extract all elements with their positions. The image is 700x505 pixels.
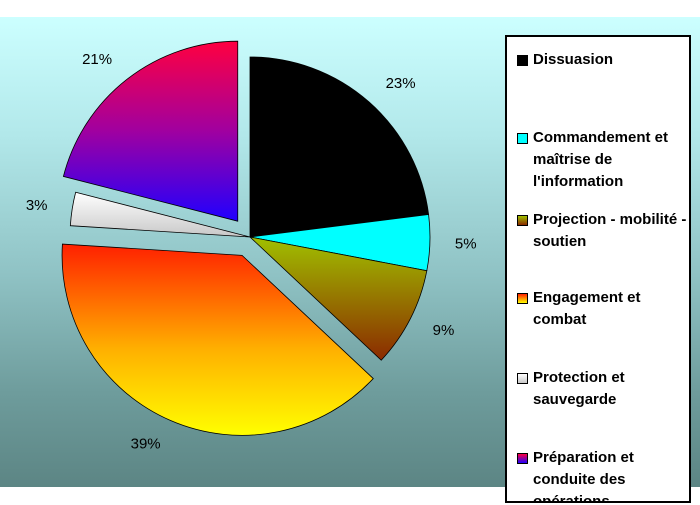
pie-slice-label-dissuasion: 23%	[386, 75, 416, 92]
pie-slice-label-protection-et-sauvegarde: 3%	[26, 197, 48, 214]
pie-slice-engagement-et-combat	[61, 243, 374, 436]
legend-label: Engagement et combat	[533, 289, 641, 328]
pie-slice-label-commandement-et-maitrise-de-l-information: 5%	[455, 235, 477, 252]
legend-swatch	[517, 373, 528, 384]
legend-label: Préparation et conduite des opérations	[533, 449, 634, 503]
legend-label: Protection et sauvegarde	[533, 369, 625, 408]
legend-swatch	[517, 215, 528, 226]
legend: Dissuasion Commandement et maîtrise de l'…	[505, 35, 691, 503]
pie-slice-label-projection-mobilite-soutien: 9%	[433, 322, 455, 339]
pie-chart: 23% 5% 9% 39% 3% 21%	[26, 40, 477, 452]
legend-label: Projection - mobilité - soutien	[533, 211, 687, 250]
legend-swatch	[517, 55, 528, 66]
pie-slice-label-preparation-et-conduite-des-operations: 21%	[82, 51, 112, 68]
legend-swatch	[517, 453, 528, 464]
legend-swatch	[517, 133, 528, 144]
pie-slice-preparation-et-conduite-des-operations	[62, 40, 239, 222]
legend-label: Dissuasion	[533, 51, 614, 68]
legend-label: Commandement et maîtrise de l'informatio…	[533, 129, 669, 190]
pie-slice-label-engagement-et-combat: 39%	[131, 435, 161, 452]
pie-slice-dissuasion	[249, 56, 430, 238]
pie-slice-protection-et-sauvegarde	[69, 191, 251, 238]
pie-slice-projection-mobilite-soutien	[248, 236, 428, 361]
chart-area: 23% 5% 9% 39% 3% 21% Dissuasion Commandement e…	[0, 17, 700, 503]
legend-swatch	[517, 293, 528, 304]
